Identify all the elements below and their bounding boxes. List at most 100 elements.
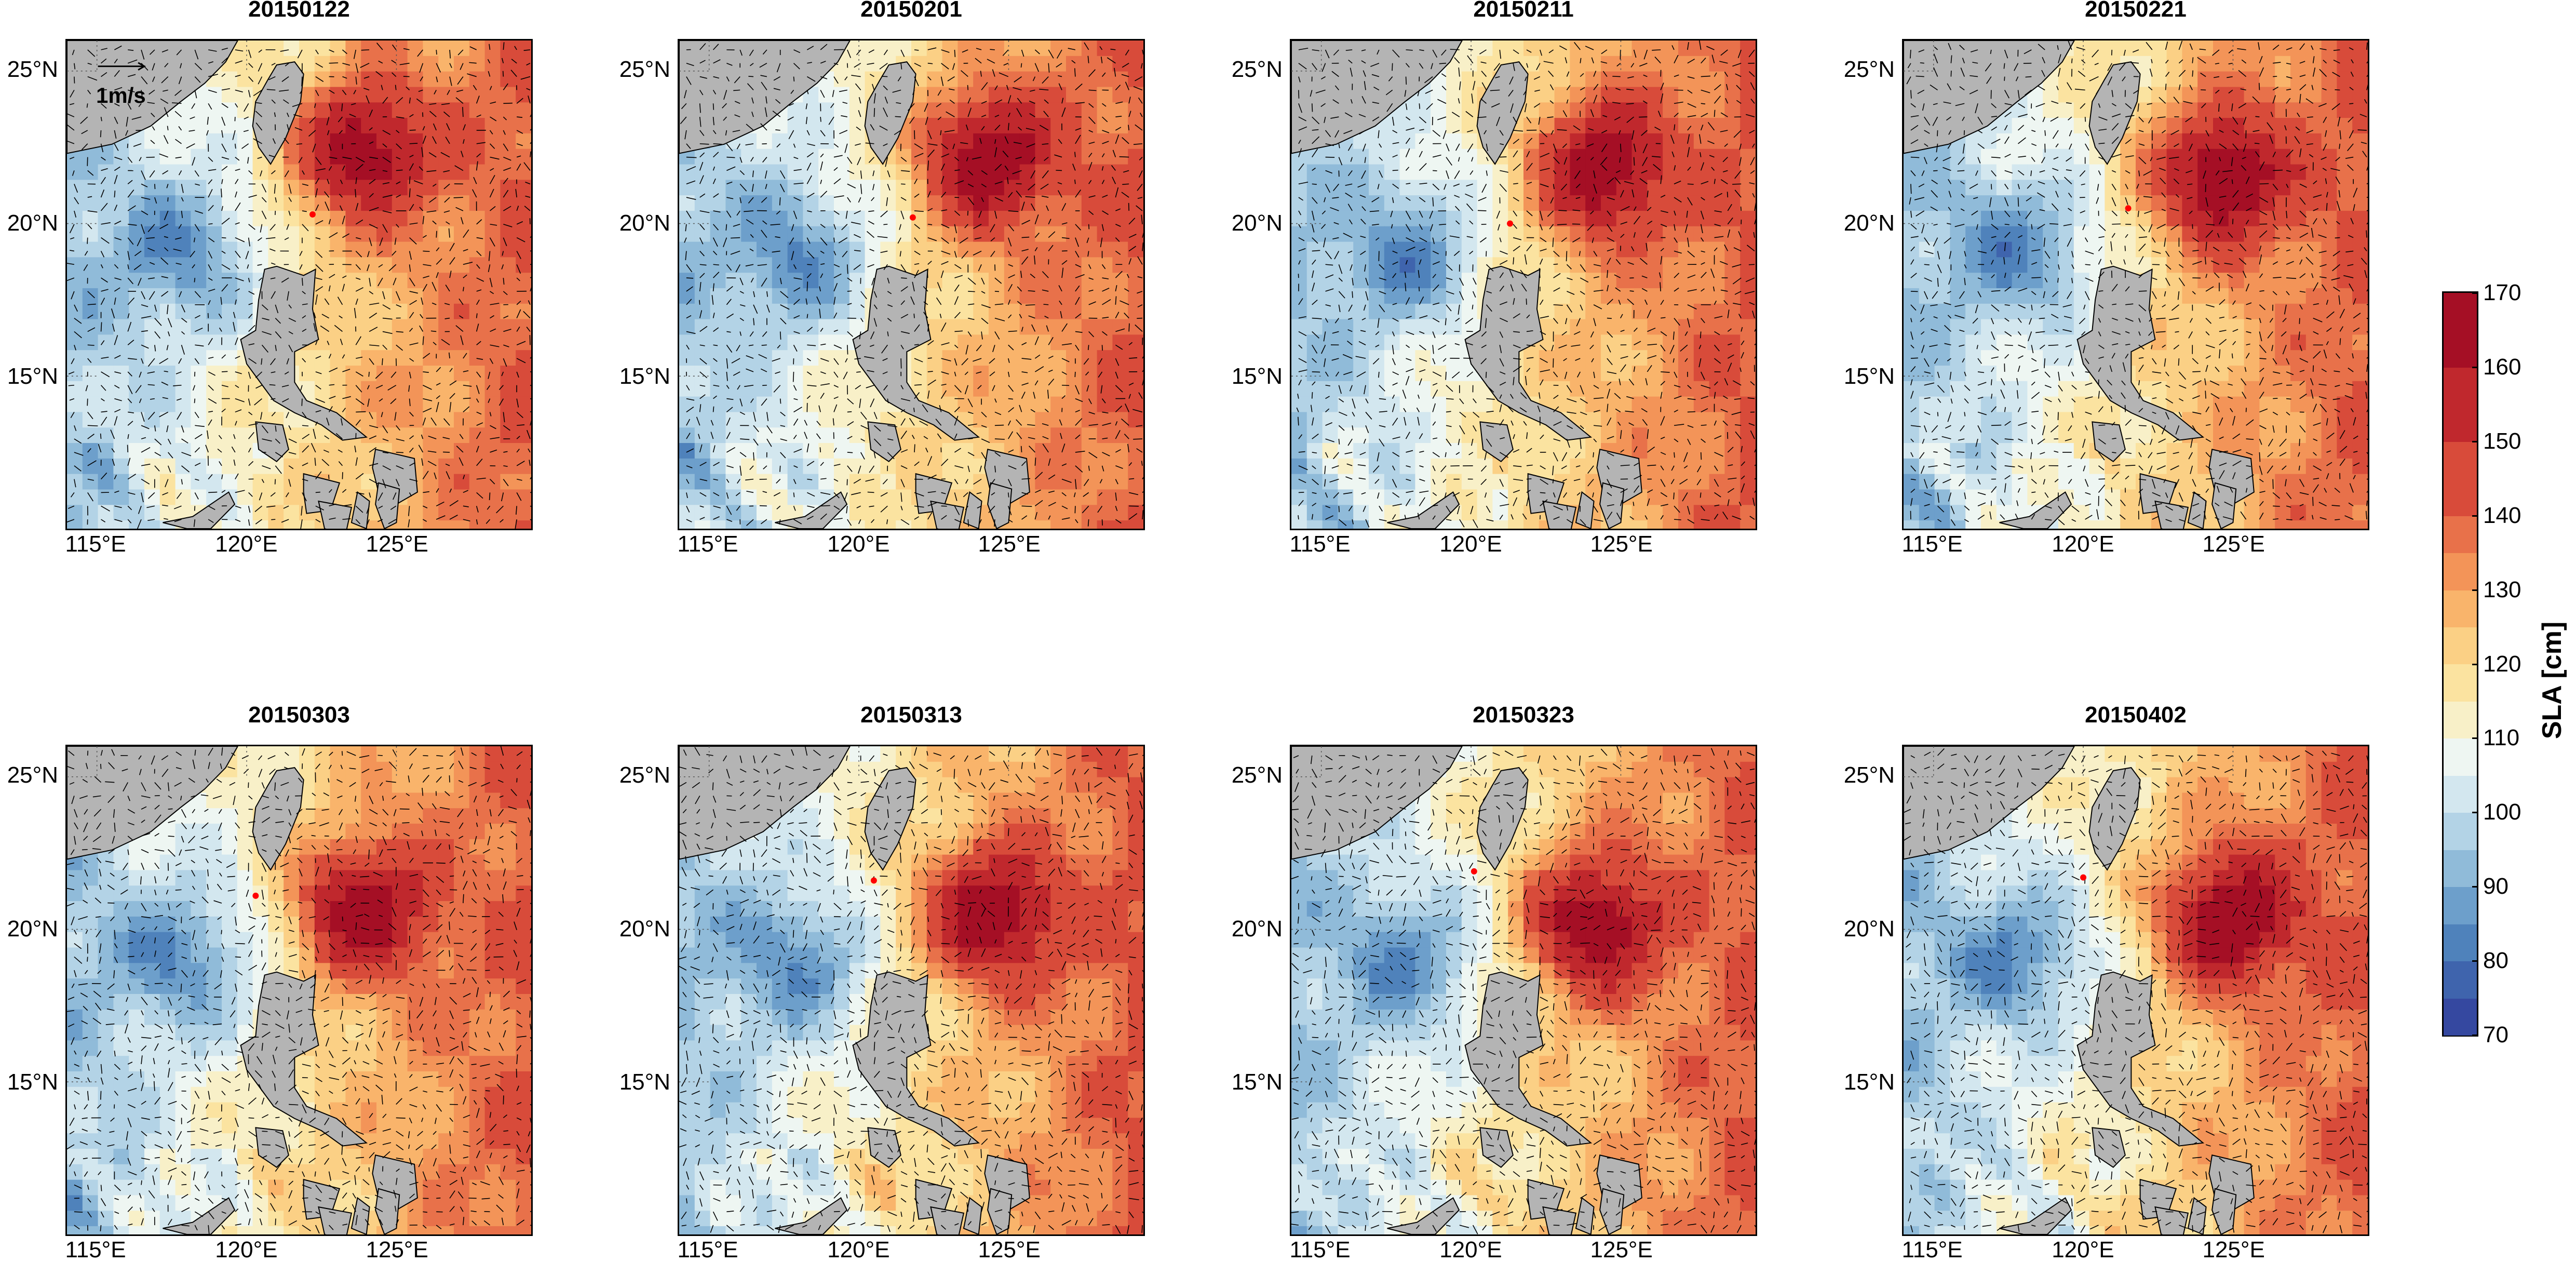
- lon-tick-label: 125°E: [366, 531, 428, 557]
- lon-tick-label: 120°E: [215, 1237, 277, 1263]
- lat-tick-label: 15°N: [619, 364, 670, 389]
- colorbar-tick-label: 90: [2483, 874, 2508, 899]
- colorbar-tick-label: 150: [2483, 428, 2521, 454]
- colorbar-tick-mark: [2472, 292, 2478, 294]
- colorbar-segment: [2444, 850, 2477, 887]
- colorbar-tick-mark: [2472, 664, 2478, 665]
- lon-tick-label: 120°E: [1439, 531, 1502, 557]
- lon-tick-label: 125°E: [2203, 1237, 2265, 1263]
- location-marker: [2080, 875, 2086, 881]
- colorbar-tick-mark: [2472, 367, 2478, 368]
- map-frame: 1m/s: [65, 39, 533, 530]
- colorbar-tick-mark: [2472, 1034, 2478, 1036]
- map-frame: [1902, 39, 2369, 530]
- lat-tick-label: 25°N: [619, 57, 670, 83]
- colorbar-segment: [2444, 367, 2477, 442]
- lon-tick-label: 125°E: [978, 1237, 1041, 1263]
- colorbar-tick-label: 120: [2483, 651, 2521, 677]
- sla-map: [1291, 41, 1756, 529]
- colorbar-segment: [2444, 553, 2477, 590]
- location-marker: [2125, 205, 2132, 211]
- colorbar-segment: [2444, 924, 2477, 961]
- lat-tick-label: 20°N: [619, 210, 670, 236]
- colorbar-segment: [2444, 293, 2477, 368]
- map-frame: [1902, 745, 2369, 1236]
- lat-tick-label: 25°N: [1844, 762, 1895, 788]
- colorbar-segment: [2444, 516, 2477, 553]
- lat-tick-label: 15°N: [1844, 1069, 1895, 1095]
- colorbar-segment: [2444, 441, 2477, 516]
- lat-tick-label: 15°N: [619, 1069, 670, 1095]
- lat-tick-label: 20°N: [619, 916, 670, 942]
- lon-tick-label: 120°E: [2052, 1237, 2114, 1263]
- lat-tick-label: 15°N: [7, 364, 58, 389]
- lat-tick-label: 15°N: [1232, 1069, 1283, 1095]
- lat-tick-label: 25°N: [1844, 57, 1895, 83]
- colorbar-segment: [2444, 775, 2477, 813]
- lon-tick-label: 115°E: [1290, 531, 1351, 557]
- location-marker: [252, 893, 259, 899]
- sla-map: [1904, 746, 2368, 1234]
- colorbar-tick-label: 80: [2483, 948, 2508, 974]
- colorbar-segment: [2444, 664, 2477, 702]
- lat-tick-label: 25°N: [1232, 762, 1283, 788]
- colorbar-tick-mark: [2472, 812, 2478, 813]
- sla-map: [679, 746, 1143, 1234]
- lat-tick-label: 20°N: [1844, 210, 1895, 236]
- lat-tick-label: 25°N: [7, 762, 58, 788]
- lon-tick-label: 115°E: [678, 1237, 738, 1263]
- panel-title: 20150201: [678, 0, 1145, 22]
- lat-tick-label: 15°N: [1844, 364, 1895, 389]
- colorbar-tick-mark: [2472, 960, 2478, 962]
- colorbar-tick-label: 130: [2483, 577, 2521, 603]
- colorbar-segment: [2444, 998, 2477, 1036]
- colorbar-tick-label: 70: [2483, 1022, 2508, 1048]
- sla-map: [67, 746, 531, 1234]
- sla-map: [1904, 41, 2368, 529]
- colorbar-tick-label: 140: [2483, 503, 2521, 529]
- colorbar-tick-mark: [2472, 886, 2478, 888]
- lat-tick-label: 15°N: [7, 1069, 58, 1095]
- panel-title: 20150323: [1290, 702, 1757, 728]
- colorbar-tick-label: 100: [2483, 799, 2521, 825]
- colorbar-segment: [2444, 738, 2477, 775]
- colorbar-segment: [2444, 627, 2477, 664]
- lat-tick-label: 20°N: [7, 916, 58, 942]
- lon-tick-label: 120°E: [827, 531, 889, 557]
- lat-tick-label: 20°N: [1232, 916, 1283, 942]
- lon-tick-label: 115°E: [1902, 1237, 1963, 1263]
- lon-tick-label: 125°E: [366, 1237, 428, 1263]
- lon-tick-label: 120°E: [1439, 1237, 1502, 1263]
- sla-map: [679, 41, 1143, 529]
- lat-tick-label: 25°N: [7, 57, 58, 83]
- lon-tick-label: 120°E: [2052, 531, 2114, 557]
- lat-tick-label: 20°N: [7, 210, 58, 236]
- lat-tick-label: 20°N: [1844, 916, 1895, 942]
- colorbar-tick-mark: [2472, 589, 2478, 591]
- lon-tick-label: 125°E: [1590, 1237, 1653, 1263]
- lon-tick-label: 115°E: [65, 1237, 126, 1263]
- lon-tick-label: 115°E: [65, 531, 126, 557]
- lon-tick-label: 115°E: [678, 531, 738, 557]
- panel-title: 20150122: [65, 0, 533, 22]
- colorbar-segment: [2444, 886, 2477, 924]
- location-marker: [1507, 221, 1513, 227]
- location-marker: [910, 214, 916, 221]
- colorbar-segment: [2444, 701, 2477, 738]
- sla-map: [67, 41, 531, 529]
- location-marker: [871, 878, 877, 884]
- panel-title: 20150303: [65, 702, 533, 728]
- colorbar-segment: [2444, 961, 2477, 998]
- panel-title: 20150221: [1902, 0, 2369, 22]
- colorbar-tick-mark: [2472, 441, 2478, 442]
- location-marker: [1471, 868, 1477, 875]
- panel-title: 20150313: [678, 702, 1145, 728]
- colorbar-segment: [2444, 590, 2477, 627]
